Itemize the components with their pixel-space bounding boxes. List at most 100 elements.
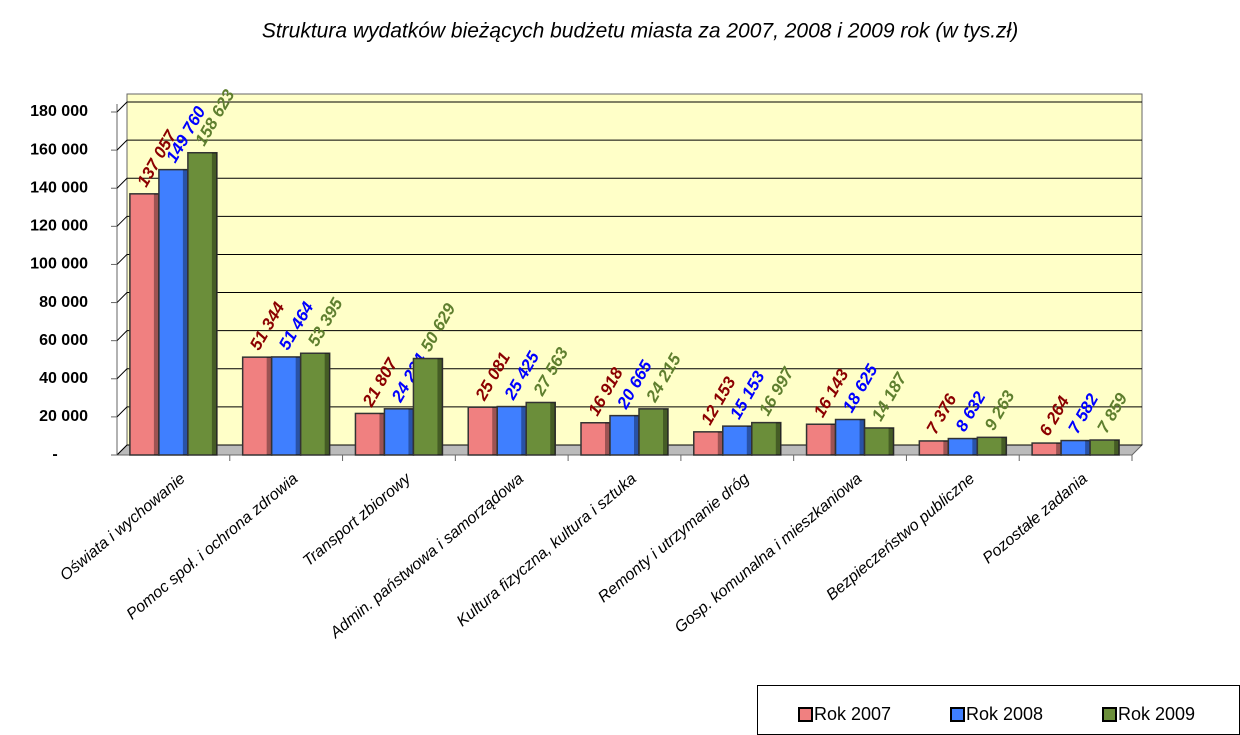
grid-line — [116, 139, 1142, 151]
bar-group — [1031, 442, 1062, 456]
bar-group — [863, 427, 895, 456]
bar-group — [270, 356, 302, 456]
grid-line — [116, 368, 1142, 380]
bar-group — [187, 151, 218, 456]
bar-side — [437, 358, 443, 455]
bar-side — [605, 422, 610, 455]
bar-group — [580, 422, 611, 456]
bar-group — [609, 414, 640, 456]
bar-side — [182, 169, 188, 455]
bar — [580, 422, 611, 456]
bar-group — [241, 356, 273, 456]
x-tick-label: Pozostałe zadania — [980, 470, 1091, 567]
bar-side — [943, 440, 949, 455]
bar — [1089, 439, 1120, 456]
bar-side — [663, 408, 668, 455]
bar-group — [299, 352, 331, 456]
bar — [187, 151, 218, 456]
bar — [158, 168, 189, 456]
grid-line — [116, 444, 1142, 456]
bar-group — [354, 412, 386, 456]
bar-side — [859, 419, 865, 455]
bar-group — [918, 440, 950, 456]
bar-side — [492, 407, 498, 455]
x-tick-label: Transport zbiorowy — [300, 470, 415, 570]
bar — [863, 427, 895, 456]
bar — [496, 405, 527, 456]
y-tick-label: 120 000 — [30, 218, 88, 235]
bar-side — [1001, 437, 1007, 455]
bar — [834, 418, 866, 456]
bar — [722, 425, 753, 456]
bar-group — [496, 405, 527, 456]
y-tick-label: 20 000 — [39, 408, 88, 425]
y-tick-label: 140 000 — [30, 179, 88, 196]
bar-group — [129, 193, 160, 456]
bar-side — [153, 193, 159, 456]
chart-title: Struktura wydatków bieżących budżetu mia… — [262, 20, 1018, 43]
x-tick-label: Gosp. komunalna i mieszkaniowa — [672, 470, 866, 636]
bar — [751, 421, 782, 456]
bar — [638, 408, 669, 456]
bar-side — [379, 413, 385, 455]
y-tick-label: 80 000 — [39, 294, 88, 311]
y-tick-label: 100 000 — [30, 256, 88, 273]
y-tick-label: - — [52, 446, 57, 463]
bar-side — [888, 427, 894, 455]
y-tick-label: 160 000 — [30, 141, 88, 158]
bar-side — [830, 424, 836, 455]
grid-line — [116, 292, 1142, 303]
bar-side — [1085, 440, 1091, 455]
bar — [805, 423, 837, 456]
grid-line — [116, 406, 1142, 418]
bar-group — [467, 406, 498, 456]
bar-side — [408, 408, 414, 455]
bar-group — [947, 437, 979, 456]
bar-group — [525, 401, 556, 456]
bar-group — [722, 425, 753, 456]
bar — [354, 412, 386, 456]
bar-group — [158, 168, 189, 456]
bar — [412, 357, 444, 456]
bar-group — [751, 421, 782, 456]
bar-group — [412, 357, 444, 456]
legend-swatch — [1102, 707, 1117, 722]
x-tick-label: Kultura fizyczna, kultura i sztuka — [454, 470, 640, 630]
y-tick-label: 40 000 — [39, 370, 88, 387]
bar-side — [717, 431, 723, 455]
bar-group — [638, 408, 669, 456]
bar-side — [972, 438, 978, 455]
bar-side — [1114, 440, 1120, 455]
bar — [299, 352, 331, 456]
bar-side — [521, 406, 527, 455]
bar-group — [976, 436, 1008, 456]
legend-swatch — [950, 707, 965, 722]
bar-side — [266, 357, 272, 455]
bar-side — [746, 426, 752, 455]
legend-box — [757, 685, 1240, 735]
legend-swatch — [798, 707, 813, 722]
legend-label: Rok 2007 — [814, 704, 891, 724]
grid-line — [116, 177, 1142, 189]
bar-group — [805, 423, 837, 456]
bar-side — [295, 356, 301, 455]
bar — [525, 401, 556, 456]
y-tick-label: 60 000 — [39, 332, 88, 349]
legend-label: Rok 2009 — [1118, 704, 1195, 724]
grid-line — [116, 215, 1142, 227]
bar-group — [834, 418, 866, 456]
grid-line — [116, 330, 1142, 342]
bar-side — [775, 422, 781, 455]
bar-side — [211, 152, 217, 456]
bar-side — [1056, 443, 1062, 455]
legend-label: Rok 2008 — [966, 704, 1043, 724]
bar-group — [1089, 439, 1120, 456]
bar-side — [634, 415, 639, 455]
bar-side — [550, 402, 556, 455]
x-tick-label: Admin. państwowa i samorządowa — [327, 470, 527, 642]
bar-group — [1060, 439, 1091, 456]
bar-group — [383, 408, 415, 456]
grid-line — [116, 253, 1142, 265]
x-tick-label: Oświata i wychowanie — [57, 470, 189, 584]
